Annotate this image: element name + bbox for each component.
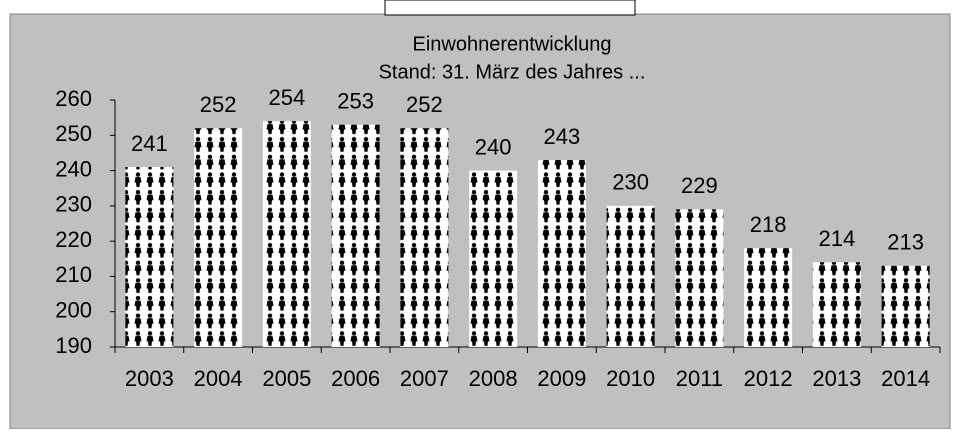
x-tick-label: 2008	[469, 366, 518, 391]
chart-title: Einwohnerentwicklung	[412, 33, 611, 55]
chart: Einwohnerentwicklung Stand: 31. März des…	[0, 0, 955, 429]
value-label: 252	[406, 92, 443, 117]
x-tick-label: 2013	[812, 366, 861, 391]
bar	[332, 125, 380, 347]
y-tick-label: 230	[55, 192, 92, 217]
value-label: 240	[475, 134, 512, 159]
y-tick-label: 260	[55, 86, 92, 111]
value-label: 229	[681, 173, 718, 198]
bar	[469, 171, 517, 347]
value-label: 243	[544, 124, 581, 149]
value-label: 230	[612, 170, 649, 195]
x-tick-label: 2006	[331, 366, 380, 391]
x-tick-label: 2005	[262, 366, 311, 391]
value-label: 253	[337, 89, 374, 114]
y-tick-label: 240	[55, 156, 92, 181]
y-tick-label: 190	[55, 333, 92, 358]
bar	[744, 248, 792, 347]
bar	[607, 206, 655, 347]
value-label: 241	[131, 131, 168, 156]
title-box	[385, 0, 635, 15]
y-tick-label: 200	[55, 298, 92, 323]
x-tick-label: 2009	[537, 366, 586, 391]
value-label: 254	[269, 85, 306, 110]
y-tick-label: 250	[55, 121, 92, 146]
bar	[675, 209, 723, 347]
value-label: 213	[887, 230, 924, 255]
bar	[813, 262, 861, 347]
x-tick-label: 2011	[676, 366, 723, 391]
x-tick-label: 2004	[194, 366, 243, 391]
x-tick-label: 2012	[744, 366, 793, 391]
page: {"chart_data": {"type": "bar", "title": …	[0, 0, 955, 434]
bar	[400, 128, 448, 347]
value-label: 214	[819, 226, 856, 251]
bar	[194, 128, 242, 347]
bar	[125, 167, 173, 347]
x-tick-label: 2010	[606, 366, 655, 391]
bar	[538, 160, 586, 347]
value-label: 252	[200, 92, 237, 117]
x-tick-label: 2003	[125, 366, 174, 391]
x-tick-label: 2014	[881, 366, 930, 391]
y-tick-label: 220	[55, 227, 92, 252]
value-label: 218	[750, 212, 787, 237]
bar	[263, 121, 311, 347]
x-tick-label: 2007	[400, 366, 449, 391]
bar	[882, 266, 930, 347]
chart-subtitle: Stand: 31. März des Jahres ...	[379, 61, 646, 83]
y-tick-label: 210	[55, 262, 92, 287]
